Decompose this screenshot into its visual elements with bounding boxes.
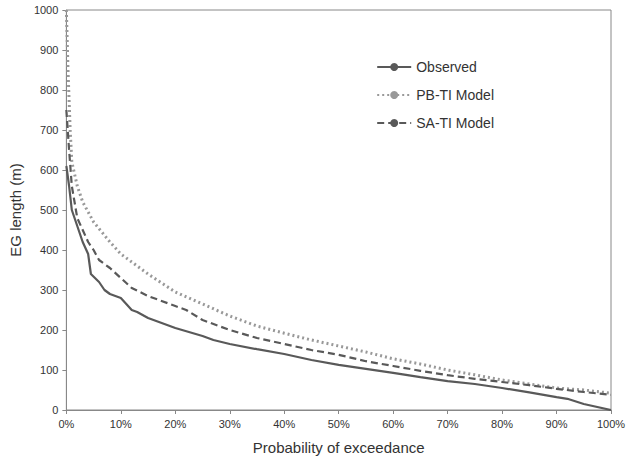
svg-text:Observed: Observed [416,59,477,75]
svg-text:1000: 1000 [34,4,58,16]
svg-text:0%: 0% [58,418,74,430]
svg-text:300: 300 [40,284,58,296]
svg-text:700: 700 [40,124,58,136]
svg-text:PB-TI Model: PB-TI Model [416,87,494,103]
svg-text:500: 500 [40,204,58,216]
svg-text:80%: 80% [491,418,513,430]
svg-text:EG length (m): EG length (m) [7,163,24,256]
svg-text:100: 100 [40,364,58,376]
svg-text:400: 400 [40,244,58,256]
svg-text:60%: 60% [382,418,404,430]
svg-text:600: 600 [40,164,58,176]
svg-text:900: 900 [40,44,58,56]
svg-text:0: 0 [52,404,58,416]
svg-text:50%: 50% [328,418,350,430]
svg-text:200: 200 [40,324,58,336]
svg-text:90%: 90% [546,418,568,430]
svg-text:30%: 30% [219,418,241,430]
svg-text:70%: 70% [437,418,459,430]
svg-text:40%: 40% [273,418,295,430]
svg-text:Probability of exceedance: Probability of exceedance [253,439,425,456]
svg-text:10%: 10% [110,418,132,430]
svg-text:800: 800 [40,84,58,96]
svg-text:20%: 20% [164,418,186,430]
svg-text:100%: 100% [597,418,625,430]
svg-text:SA-TI Model: SA-TI Model [416,115,494,131]
